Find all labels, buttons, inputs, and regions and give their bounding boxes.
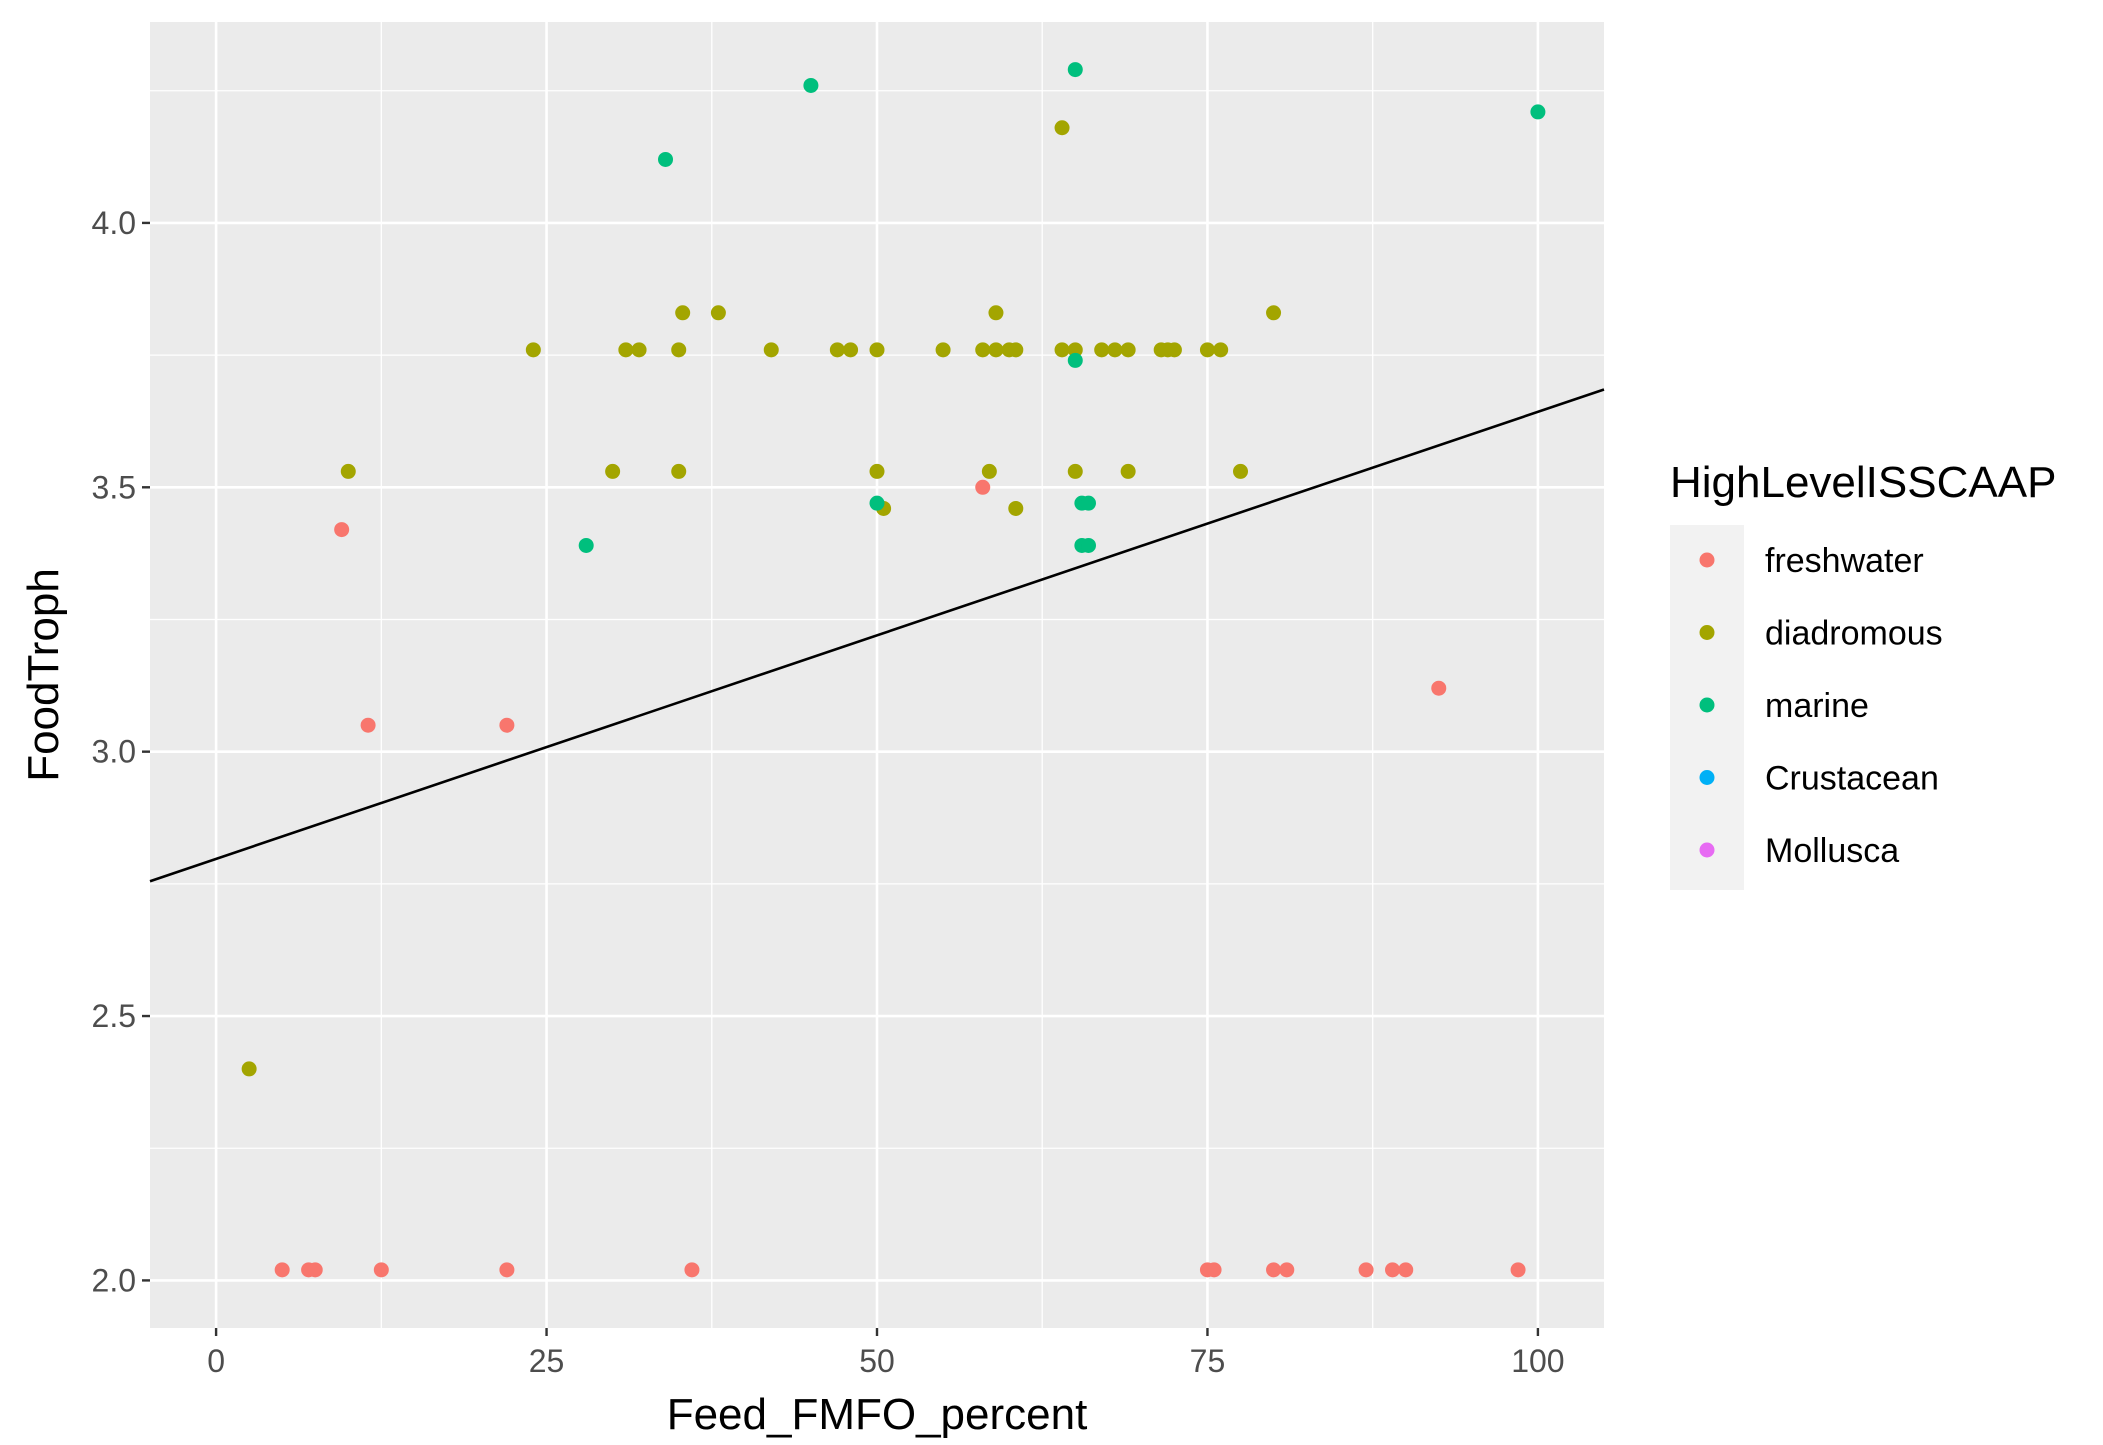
data-point-diadromous [1008, 342, 1024, 358]
data-points [241, 62, 1546, 1278]
legend-label-freshwater: freshwater [1765, 542, 1924, 580]
data-point-diadromous [618, 342, 634, 358]
data-point-diadromous [988, 342, 1004, 358]
data-point-diadromous [869, 342, 885, 358]
data-point-freshwater [274, 1262, 290, 1278]
data-point-diadromous [829, 342, 845, 358]
data-point-marine [803, 77, 819, 93]
data-point-diadromous [1199, 342, 1215, 358]
data-point-freshwater [307, 1262, 323, 1278]
data-point-diadromous [1107, 342, 1123, 358]
data-point-diadromous [631, 342, 647, 358]
data-point-diadromous [340, 463, 356, 479]
data-point-diadromous [1233, 463, 1248, 479]
data-point-freshwater [684, 1262, 700, 1278]
y-axis-title: FoodTroph [19, 568, 68, 782]
data-point-diadromous [1054, 120, 1070, 136]
data-point-diadromous [981, 463, 997, 479]
x-tick-label: 50 [859, 1343, 895, 1379]
y-tick-label: 2.0 [92, 1262, 136, 1298]
data-point-marine [1080, 537, 1096, 553]
legend-key-Mollusca [1699, 842, 1715, 858]
data-point-diadromous [1094, 342, 1110, 358]
y-tick-label: 3.0 [92, 734, 136, 770]
data-point-diadromous [869, 463, 885, 479]
data-point-diadromous [935, 342, 951, 358]
data-point-diadromous [1008, 500, 1024, 516]
data-point-freshwater [1279, 1262, 1295, 1278]
data-point-diadromous [843, 342, 859, 358]
data-point-freshwater [360, 717, 376, 733]
data-point-diadromous [525, 342, 541, 358]
legend-label-Crustacean: Crustacean [1765, 760, 1939, 798]
data-point-diadromous [1067, 342, 1083, 358]
data-point-marine [869, 495, 885, 511]
data-point-marine [1067, 352, 1083, 368]
y-tick-label: 3.5 [92, 469, 136, 505]
data-point-freshwater [334, 522, 350, 538]
legend-label-marine: marine [1765, 687, 1869, 725]
x-tick-label: 0 [207, 1343, 225, 1379]
major-gridlines [150, 22, 1604, 1328]
data-point-freshwater [499, 1262, 515, 1278]
data-point-diadromous [241, 1061, 257, 1077]
data-point-diadromous [605, 463, 621, 479]
data-point-diadromous [975, 342, 991, 358]
data-point-freshwater [1431, 680, 1447, 696]
data-point-marine [1080, 495, 1096, 511]
data-point-freshwater [1266, 1262, 1282, 1278]
data-point-diadromous [1213, 342, 1229, 358]
data-point-diadromous [763, 342, 779, 358]
legend-label-diadromous: diadromous [1765, 615, 1943, 653]
data-point-diadromous [710, 305, 726, 321]
legend-key-Crustacean [1699, 770, 1715, 785]
y-tick-label: 4.0 [92, 205, 136, 241]
legend-label-Mollusca: Mollusca [1765, 832, 1899, 870]
data-point-diadromous [1166, 342, 1182, 358]
data-point-diadromous [1054, 342, 1070, 358]
data-point-freshwater [1385, 1262, 1401, 1278]
x-tick-label: 100 [1511, 1343, 1564, 1379]
data-point-diadromous [1120, 463, 1136, 479]
data-point-freshwater [499, 717, 515, 733]
trend-line [149, 388, 1605, 883]
data-point-freshwater [1510, 1262, 1526, 1278]
data-point-diadromous [671, 342, 687, 358]
data-point-freshwater [1206, 1262, 1222, 1278]
y-axis-ticks: 2.0 2.5 3.0 3.5 4.0 [92, 205, 150, 1298]
legend-key-marine [1699, 697, 1715, 713]
x-tick-label: 75 [1190, 1343, 1226, 1379]
data-point-marine [1530, 104, 1546, 120]
data-point-diadromous [675, 305, 691, 321]
data-point-marine [1067, 62, 1083, 78]
data-point-diadromous [1067, 463, 1083, 479]
data-point-freshwater [1358, 1262, 1374, 1278]
x-axis-ticks: 0 25 50 75 100 [207, 1328, 1565, 1379]
legend-title: HighLevelISSCAAP [1670, 458, 2056, 507]
data-point-freshwater [975, 479, 991, 495]
data-point-diadromous [1120, 342, 1136, 358]
data-point-diadromous [1266, 305, 1282, 321]
data-point-marine [578, 537, 594, 553]
legend-key-diadromous [1699, 625, 1715, 640]
y-tick-label: 2.5 [92, 998, 136, 1034]
data-point-diadromous [988, 305, 1004, 321]
legend: HighLevelISSCAAP freshwater diadromous mar… [1670, 458, 2056, 890]
data-point-marine [658, 151, 674, 167]
x-tick-label: 25 [529, 1343, 565, 1379]
x-axis-title: Feed_FMFO_percent [667, 1390, 1088, 1439]
data-point-freshwater [1398, 1262, 1414, 1278]
data-point-diadromous [671, 463, 687, 479]
legend-items: freshwater diadromous marine Crustacean Moll… [1699, 542, 1943, 870]
data-point-freshwater [373, 1262, 389, 1278]
legend-key-freshwater [1699, 552, 1715, 568]
trend-line-layer [149, 388, 1605, 883]
